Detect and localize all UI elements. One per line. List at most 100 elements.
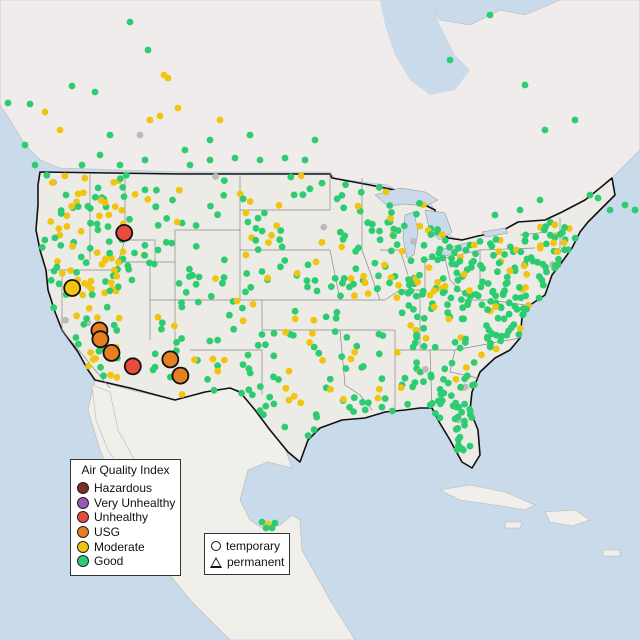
- monitor-point: [410, 238, 417, 245]
- large-monitor-marker-moderate[interactable]: [63, 279, 82, 297]
- monitor-point: [192, 222, 200, 229]
- monitor-point: [453, 285, 461, 293]
- monitor-point: [152, 203, 160, 211]
- large-monitor-marker-usg[interactable]: [171, 366, 190, 385]
- monitor-point: [388, 407, 396, 415]
- monitor-point: [124, 262, 132, 270]
- monitor-point: [239, 195, 247, 203]
- monitor-point: [430, 303, 438, 311]
- monitor-point: [239, 361, 247, 368]
- monitor-point: [246, 131, 254, 139]
- monitor-point: [427, 231, 435, 238]
- monitor-point: [73, 312, 80, 320]
- monitor-point: [62, 316, 69, 324]
- monitor-point: [559, 229, 566, 237]
- monitor-point: [164, 74, 172, 82]
- monitor-point: [313, 287, 321, 295]
- monitor-point: [455, 403, 463, 411]
- monitor-point: [375, 350, 383, 358]
- monitor-point: [340, 204, 348, 212]
- monitor-point: [420, 378, 427, 386]
- legend-label: Unhealthy: [94, 510, 149, 525]
- monitor-point: [456, 344, 464, 352]
- monitor-point: [310, 343, 318, 351]
- large-monitor-marker-usg[interactable]: [91, 330, 110, 349]
- monitor-point: [115, 314, 123, 322]
- legend-swatch-moderate: [77, 540, 89, 553]
- monitor-point: [50, 267, 58, 275]
- monitor-point: [378, 375, 386, 383]
- monitor-point: [489, 287, 497, 295]
- monitor-point: [95, 347, 103, 355]
- monitor-point: [405, 281, 413, 289]
- large-monitor-marker-usg[interactable]: [161, 350, 180, 369]
- temporary-label: temporary: [226, 539, 281, 553]
- monitor-point: [426, 291, 434, 299]
- monitor-point: [448, 359, 456, 367]
- monitor-point: [107, 279, 115, 287]
- monitor-point: [297, 172, 305, 180]
- monitor-point: [484, 306, 491, 313]
- monitor-point: [126, 215, 133, 223]
- monitor-point: [206, 156, 214, 164]
- monitor-point: [146, 116, 154, 124]
- monitor-point: [428, 253, 436, 260]
- monitor-point: [178, 335, 186, 342]
- monitor-point: [458, 296, 465, 303]
- monitor-point: [459, 304, 467, 312]
- monitor-point: [427, 371, 435, 379]
- monitor-point: [252, 224, 260, 232]
- monitor-point: [61, 172, 69, 180]
- monitor-point: [94, 226, 102, 234]
- monitor-point: [191, 356, 198, 364]
- monitor-point: [397, 384, 405, 392]
- monitor-point: [492, 303, 499, 311]
- legend-swatch-unhealthy: [77, 511, 89, 524]
- monitor-point: [551, 234, 559, 242]
- monitor-point: [62, 191, 70, 199]
- monitor-point: [94, 184, 102, 192]
- monitor-point: [439, 254, 447, 262]
- monitor-point: [282, 328, 289, 336]
- monitor-point: [376, 236, 384, 244]
- monitor-point: [69, 242, 76, 250]
- monitor-point: [333, 195, 341, 203]
- monitor-point: [536, 242, 544, 250]
- monitor-point: [395, 282, 402, 289]
- monitor-point: [277, 227, 285, 235]
- monitor-point: [101, 199, 109, 207]
- monitor-point: [141, 156, 149, 164]
- monitor-point: [447, 392, 455, 399]
- monitor-point: [293, 269, 301, 277]
- monitor-point: [243, 270, 251, 277]
- monitor-point: [38, 244, 46, 251]
- legend-row-unhealthy: Unhealthy: [77, 510, 174, 525]
- monitor-point: [258, 331, 266, 338]
- large-monitor-marker-unhealthy[interactable]: [123, 357, 142, 376]
- monitor-point: [541, 126, 549, 134]
- legend-row-good: Good: [77, 554, 174, 569]
- monitor-point: [195, 273, 203, 281]
- monitor-point: [115, 258, 122, 266]
- monitor-point: [439, 289, 447, 297]
- monitor-point: [444, 379, 452, 387]
- large-monitor-marker-unhealthy[interactable]: [115, 223, 134, 242]
- monitor-point: [206, 136, 214, 144]
- monitor-point: [209, 355, 217, 363]
- monitor-point: [500, 315, 508, 323]
- monitor-point: [55, 225, 63, 233]
- monitor-point: [244, 218, 252, 226]
- monitor-point: [266, 393, 274, 401]
- monitor-point: [74, 190, 82, 198]
- monitor-point: [169, 196, 176, 204]
- monitor-point: [371, 259, 379, 267]
- large-monitor-marker-usg[interactable]: [102, 343, 121, 362]
- monitor-point: [376, 227, 383, 235]
- monitor-point: [452, 375, 460, 383]
- monitor-point: [88, 291, 96, 299]
- monitor-point: [268, 524, 276, 532]
- monitor-point: [535, 273, 543, 280]
- monitor-point: [146, 259, 153, 267]
- monitor-point: [472, 250, 479, 258]
- monitor-point: [120, 193, 128, 201]
